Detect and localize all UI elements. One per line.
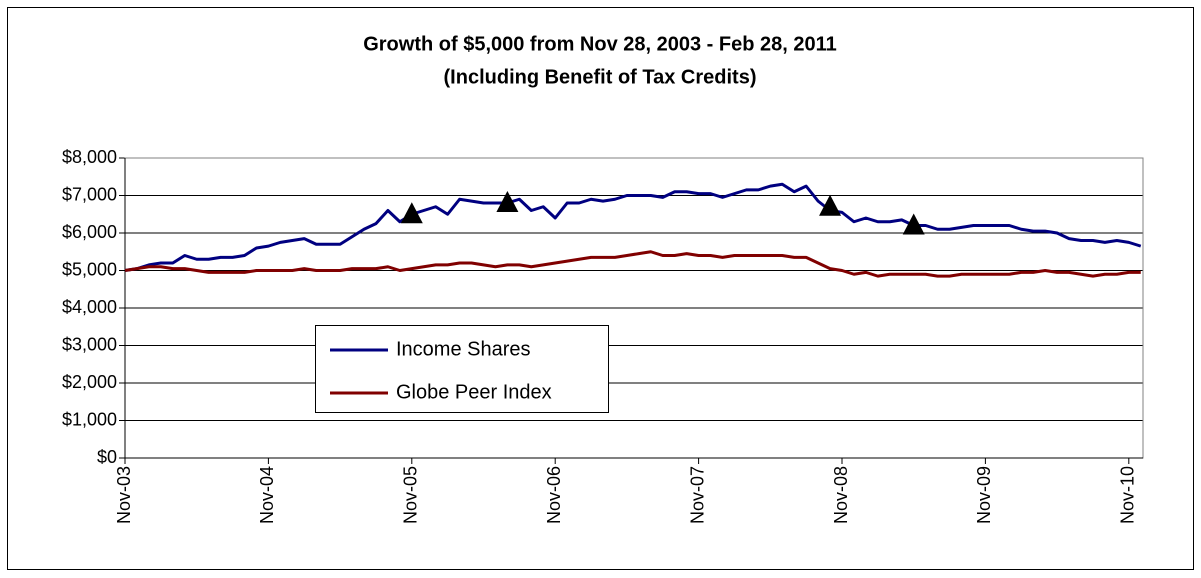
legend-label: Income Shares [396, 338, 531, 360]
triangle-marker [819, 194, 842, 216]
x-tick-label: Nov-07 [687, 466, 707, 524]
legend: Income Shares Globe Peer Index [315, 325, 609, 413]
y-tick-label: $4,000 [62, 297, 117, 317]
y-tick-label: $8,000 [62, 147, 117, 167]
y-tick-label: $3,000 [62, 334, 117, 354]
series-line [124, 182, 1142, 272]
series-line [124, 250, 1141, 278]
triangle-marker [400, 202, 423, 224]
x-tick-label: Nov-06 [544, 466, 564, 524]
legend-box [315, 325, 609, 413]
y-tick-label: $2,000 [62, 372, 117, 392]
y-tick-label: $1,000 [62, 409, 117, 429]
y-tick-label: $6,000 [62, 222, 117, 242]
y-tick-label: $7,000 [62, 184, 117, 204]
triangle-marker [902, 213, 925, 235]
x-tick-label: Nov-04 [257, 466, 277, 524]
x-tick-label: Nov-03 [114, 466, 134, 524]
y-tick-label: $0 [97, 447, 117, 467]
legend-label: Globe Peer Index [396, 381, 552, 403]
chart-subtitle: (Including Benefit of Tax Credits) [444, 66, 757, 88]
x-tick-label: Nov-05 [401, 466, 421, 524]
triangle-marker [496, 191, 519, 212]
x-tick-label: Nov-08 [831, 466, 851, 524]
y-tick-label: $5,000 [62, 259, 117, 279]
x-tick-label: Nov-10 [1118, 466, 1138, 524]
chart-title: Growth of $5,000 from Nov 28, 2003 - Feb… [363, 33, 837, 55]
x-tick-label: Nov-09 [974, 466, 994, 524]
